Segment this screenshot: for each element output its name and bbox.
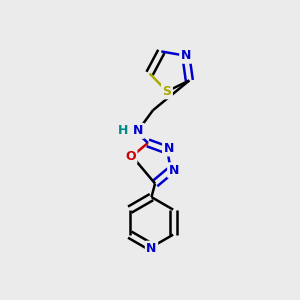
Text: O: O [125, 150, 136, 163]
Text: N: N [164, 142, 174, 155]
Text: N: N [181, 49, 191, 62]
Text: N: N [146, 242, 157, 255]
Text: S: S [162, 85, 171, 98]
Text: N: N [133, 124, 143, 137]
Text: H: H [118, 124, 129, 137]
Text: N: N [169, 164, 179, 177]
